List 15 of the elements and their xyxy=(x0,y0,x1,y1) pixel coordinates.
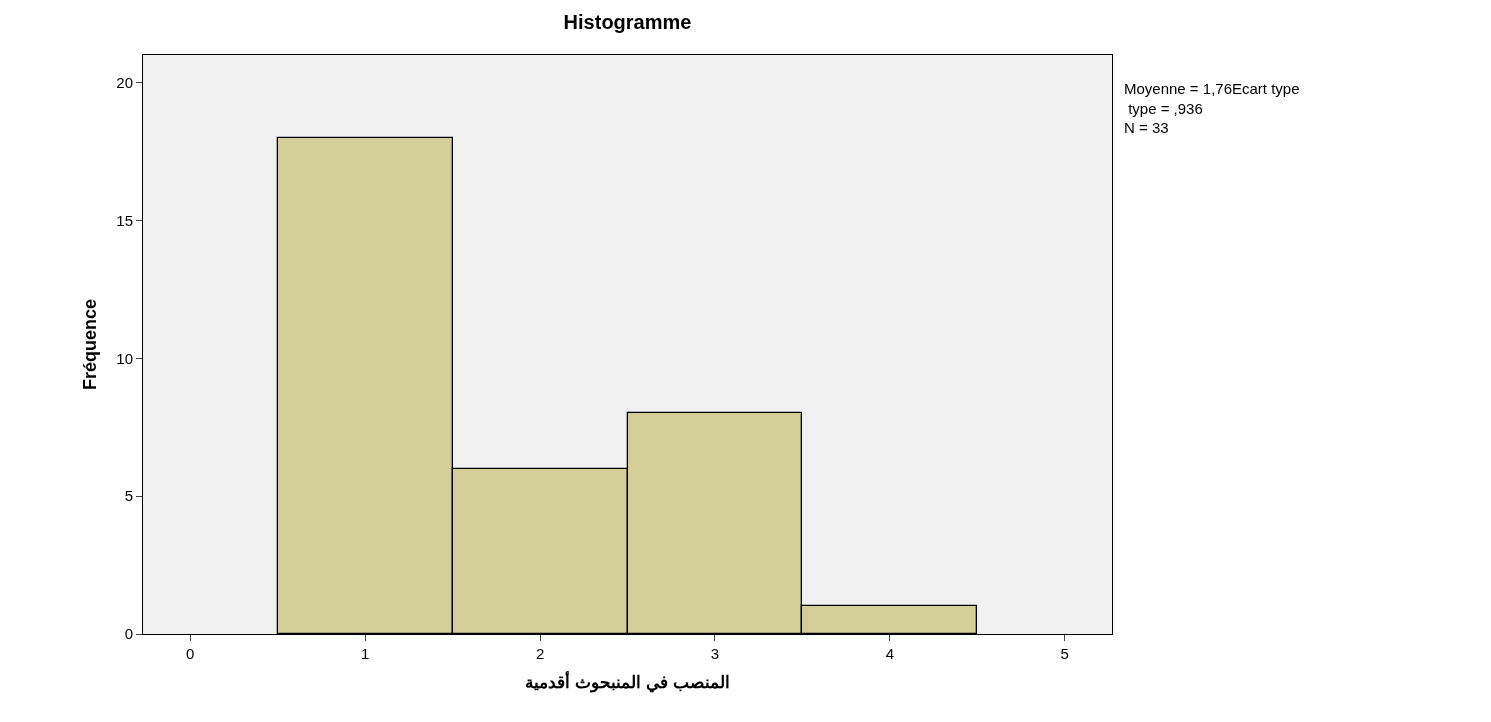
y-tick-label: 0 xyxy=(124,625,133,643)
x-tick-label: 4 xyxy=(885,645,895,662)
y-axis-title: Fréquence xyxy=(79,298,100,391)
y-tick-label: 5 xyxy=(124,487,133,505)
chart-title: Histogramme xyxy=(563,11,692,33)
y-tick-label: 10 xyxy=(116,349,133,367)
text: Moyenne = 1,76Ecart type type = ,936 N = 33 xyxy=(1124,80,1300,136)
x-tick-label: 2 xyxy=(535,645,545,662)
x-tick-label: 0 xyxy=(186,645,195,662)
x-tick-label: 1 xyxy=(360,645,370,662)
y-tick-label: 15 xyxy=(116,211,133,229)
x-axis-title: المنصب في المنبحوث أقدمية xyxy=(525,670,730,694)
y-tick-label: 20 xyxy=(116,73,133,91)
x-tick-label: 3 xyxy=(710,645,720,662)
x-tick-label: 5 xyxy=(1060,645,1069,662)
